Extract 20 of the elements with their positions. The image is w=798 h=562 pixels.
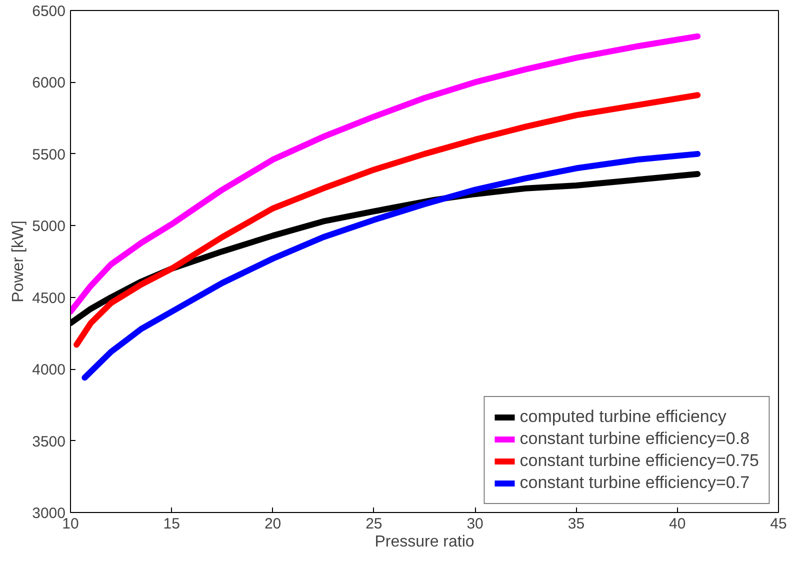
x-tick-label: 45 bbox=[770, 516, 787, 532]
y-tick-label: 6500 bbox=[32, 3, 66, 20]
x-tick-label: 40 bbox=[669, 516, 686, 532]
y-tick-label: 5500 bbox=[32, 146, 66, 164]
legend-label: constant turbine efficiency=0.75 bbox=[520, 451, 759, 471]
x-tick-label: 25 bbox=[366, 516, 382, 532]
legend-label: constant turbine efficiency=0.8 bbox=[520, 429, 750, 449]
x-tick-label: 35 bbox=[568, 516, 585, 532]
legend-label: constant turbine efficiency=0.7 bbox=[520, 473, 750, 493]
x-tick-label: 15 bbox=[163, 516, 180, 532]
y-tick-label: 5000 bbox=[32, 218, 66, 236]
x-tick-label: 20 bbox=[264, 516, 282, 532]
x-tick-label: 30 bbox=[466, 516, 484, 532]
y-tick-label: 4000 bbox=[32, 362, 66, 379]
legend-label: computed turbine efficiency bbox=[520, 407, 726, 427]
y-tick-label: 4500 bbox=[32, 290, 66, 307]
y-tick-label: 3500 bbox=[32, 433, 66, 450]
x-axis-title: Pressure ratio bbox=[374, 534, 474, 550]
y-axis-title: Power [kW] bbox=[10, 220, 28, 302]
y-tick-label: 6000 bbox=[32, 74, 66, 92]
